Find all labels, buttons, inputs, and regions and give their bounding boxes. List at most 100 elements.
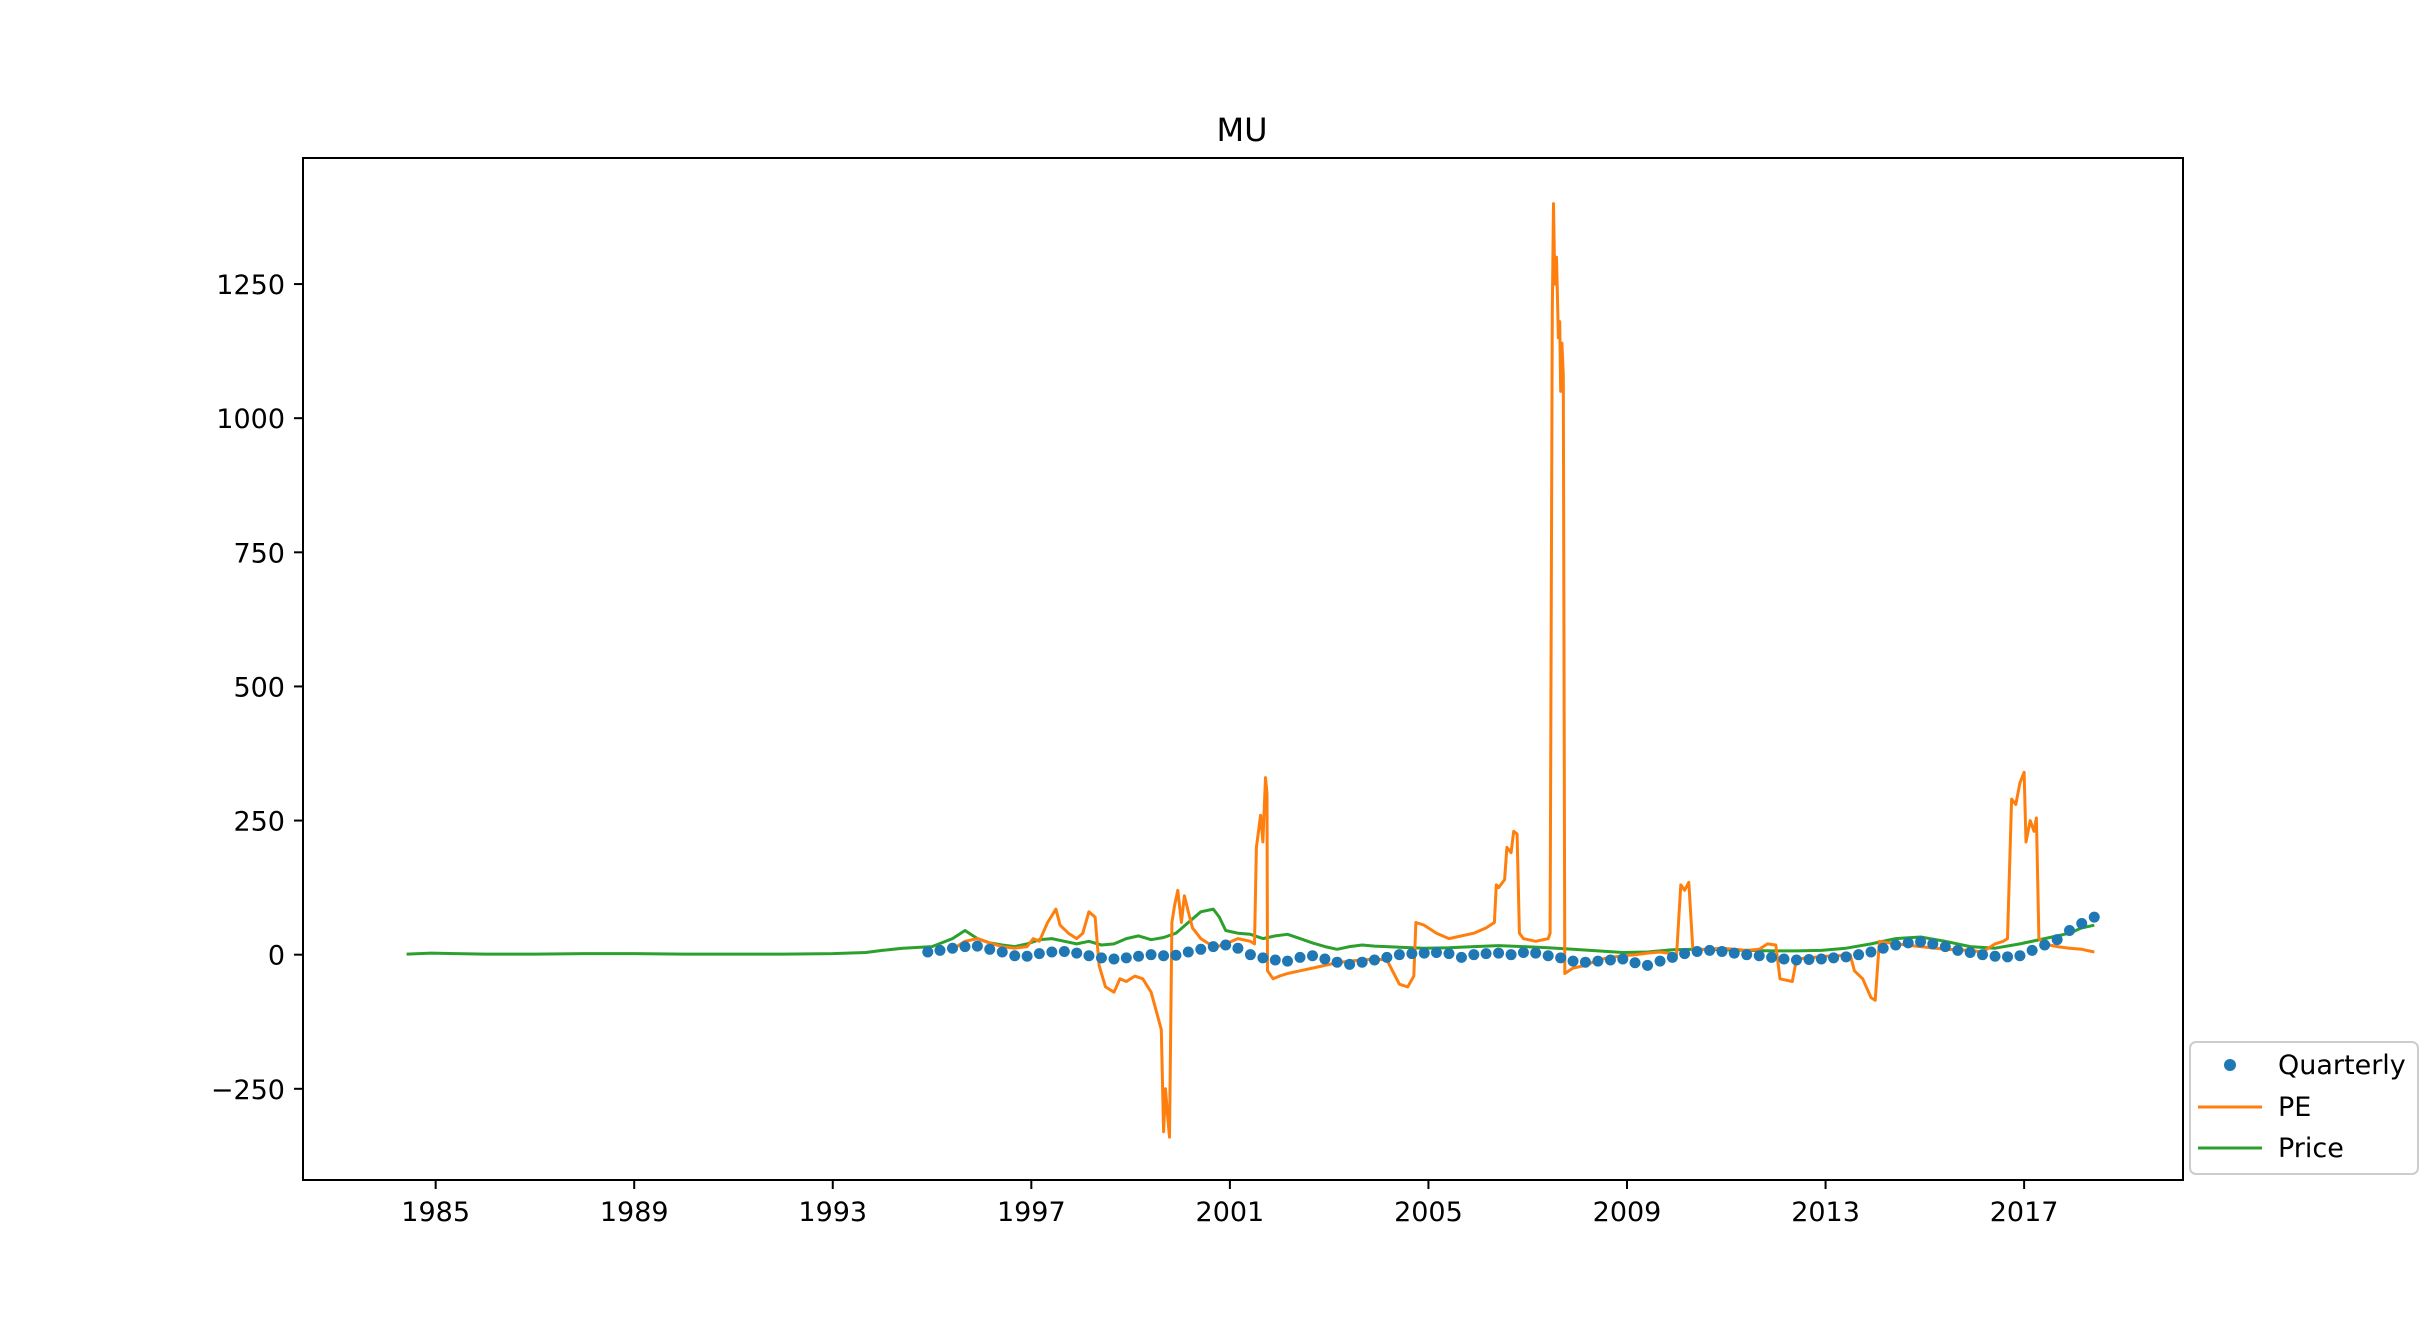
data-point-quarterly	[1058, 945, 1070, 957]
chart-title: MU	[1216, 111, 1267, 149]
data-point-quarterly	[1344, 958, 1356, 970]
data-point-quarterly	[1505, 949, 1517, 961]
data-point-quarterly	[1853, 949, 1865, 961]
data-point-quarterly	[1207, 941, 1219, 953]
data-point-quarterly	[1406, 948, 1418, 960]
x-tick-label: 1985	[401, 1197, 470, 1228]
data-point-quarterly	[1220, 939, 1232, 951]
data-point-quarterly	[1493, 947, 1505, 959]
data-point-quarterly	[1642, 959, 1654, 971]
data-point-quarterly	[1654, 955, 1666, 967]
data-point-quarterly	[2039, 939, 2051, 951]
data-point-quarterly	[1579, 956, 1591, 968]
data-point-quarterly	[1902, 937, 1914, 949]
data-point-quarterly	[1890, 939, 1902, 951]
data-point-quarterly	[1704, 944, 1716, 956]
data-point-quarterly	[1145, 949, 1157, 961]
data-point-quarterly	[2051, 934, 2063, 946]
data-point-quarterly	[1803, 954, 1815, 966]
data-point-quarterly	[2026, 944, 2038, 956]
data-point-quarterly	[1567, 955, 1579, 967]
data-point-quarterly	[2002, 951, 2014, 963]
legend-label-quarterly: Quarterly	[2278, 1050, 2406, 1081]
data-point-quarterly	[1555, 952, 1567, 964]
data-point-quarterly	[1046, 946, 1058, 958]
data-point-quarterly	[2014, 950, 2026, 962]
y-tick-label: 500	[233, 672, 285, 703]
data-point-quarterly	[1530, 947, 1542, 959]
data-point-quarterly	[959, 941, 971, 953]
data-point-quarterly	[1257, 952, 1269, 964]
data-point-quarterly	[1840, 951, 1852, 963]
data-point-quarterly	[984, 943, 996, 955]
data-point-quarterly	[1480, 948, 1492, 960]
data-point-quarterly	[1542, 950, 1554, 962]
data-point-quarterly	[1021, 950, 1033, 962]
data-point-quarterly	[1977, 949, 1989, 961]
data-point-quarterly	[1282, 955, 1294, 967]
data-point-quarterly	[1691, 945, 1703, 957]
data-point-quarterly	[1716, 945, 1728, 957]
x-tick-label: 2013	[1791, 1197, 1860, 1228]
data-point-quarterly	[1443, 948, 1455, 960]
data-point-quarterly	[1393, 949, 1405, 961]
data-point-quarterly	[1517, 947, 1529, 959]
data-point-quarterly	[1952, 944, 1964, 956]
data-point-quarterly	[1108, 953, 1120, 965]
y-tick-label: 1250	[216, 270, 285, 301]
y-tick-label: 1000	[216, 404, 285, 435]
data-point-quarterly	[1083, 950, 1095, 962]
plot-frame	[302, 157, 2184, 1181]
data-point-quarterly	[1430, 947, 1442, 959]
data-point-quarterly	[1368, 954, 1380, 966]
data-point-quarterly	[1009, 950, 1021, 962]
data-point-quarterly	[1778, 953, 1790, 965]
x-tick-label: 2017	[1990, 1197, 2059, 1228]
series-line-price	[406, 907, 2095, 956]
data-point-quarterly	[934, 944, 946, 956]
data-point-quarterly	[996, 946, 1008, 958]
data-point-quarterly	[1158, 950, 1170, 962]
data-point-quarterly	[2076, 918, 2088, 930]
data-point-quarterly	[1455, 951, 1467, 963]
data-point-quarterly	[1182, 946, 1194, 958]
data-point-quarterly	[1989, 950, 2001, 962]
data-point-quarterly	[1307, 950, 1319, 962]
data-point-quarterly	[1828, 952, 1840, 964]
data-point-quarterly	[1095, 952, 1107, 964]
y-tick-label: 250	[233, 807, 285, 838]
data-point-quarterly	[1865, 946, 1877, 958]
data-point-quarterly	[1766, 951, 1778, 963]
data-point-quarterly	[1927, 938, 1939, 950]
series-line-pe	[951, 202, 2095, 1139]
data-point-quarterly	[1617, 953, 1629, 965]
data-point-quarterly	[1915, 936, 1927, 948]
data-point-quarterly	[1790, 954, 1802, 966]
x-tick-label: 2005	[1394, 1197, 1463, 1228]
data-point-quarterly	[1741, 949, 1753, 961]
x-tick-label: 1993	[798, 1197, 867, 1228]
data-point-quarterly	[1331, 956, 1343, 968]
data-point-quarterly	[1120, 952, 1132, 964]
legend-label-pe: PE	[2278, 1092, 2311, 1123]
x-tick-label: 1989	[600, 1197, 669, 1228]
data-point-quarterly	[1033, 948, 1045, 960]
data-point-quarterly	[1170, 949, 1182, 961]
data-point-quarterly	[1666, 951, 1678, 963]
data-point-quarterly	[1939, 941, 1951, 953]
data-point-quarterly	[1319, 953, 1331, 965]
data-point-quarterly	[1604, 954, 1616, 966]
data-point-quarterly	[1071, 947, 1083, 959]
data-point-quarterly	[946, 942, 958, 954]
data-point-quarterly	[1133, 950, 1145, 962]
series-quarterly	[922, 911, 2100, 971]
data-point-quarterly	[1356, 956, 1368, 968]
data-point-quarterly	[922, 946, 934, 958]
y-tick-label: 0	[268, 941, 285, 972]
data-point-quarterly	[1294, 951, 1306, 963]
data-point-quarterly	[1815, 953, 1827, 965]
legend-box	[2189, 1041, 2419, 1175]
data-point-quarterly	[1269, 954, 1281, 966]
legend: Quarterly PE Price	[2189, 1041, 2419, 1175]
